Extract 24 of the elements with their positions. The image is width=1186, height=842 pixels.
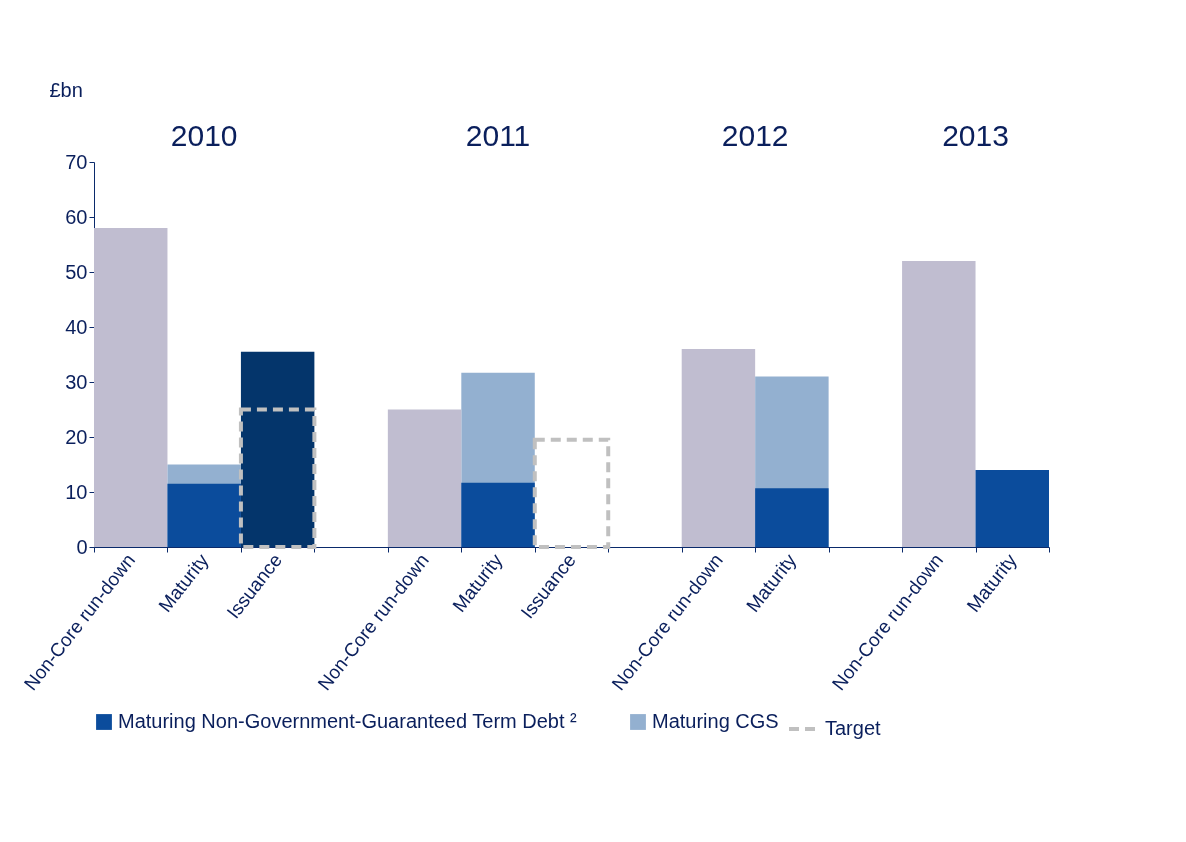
- legend-label: Target: [825, 717, 882, 739]
- bar: [167, 483, 241, 547]
- bar: [94, 228, 168, 547]
- legend-label: Maturing CGS: [652, 710, 779, 732]
- bar: [461, 482, 535, 547]
- y-tick-label: 0: [76, 535, 88, 558]
- text: 2010: [170, 119, 238, 152]
- y-tick-label: 70: [65, 150, 88, 173]
- legend-label: Maturing Non-Government-Guaranteed Term Debt ²: [118, 710, 578, 732]
- text: 2013: [942, 119, 1009, 152]
- y-tick-label: 60: [65, 205, 88, 228]
- y-tick-label: 50: [65, 260, 88, 283]
- y-axis-title: £bn: [49, 78, 83, 101]
- y-tick-label: 40: [65, 315, 88, 338]
- text: 2012: [721, 119, 789, 152]
- bar: [387, 409, 462, 547]
- bar: [755, 488, 829, 547]
- y-tick-label: 20: [65, 425, 88, 448]
- text: 2011: [465, 119, 531, 152]
- y-tick-label: 30: [65, 370, 88, 393]
- bar: [975, 470, 1049, 547]
- bar: [902, 261, 976, 547]
- y-tick-label: 10: [65, 480, 88, 503]
- bar: [681, 349, 756, 547]
